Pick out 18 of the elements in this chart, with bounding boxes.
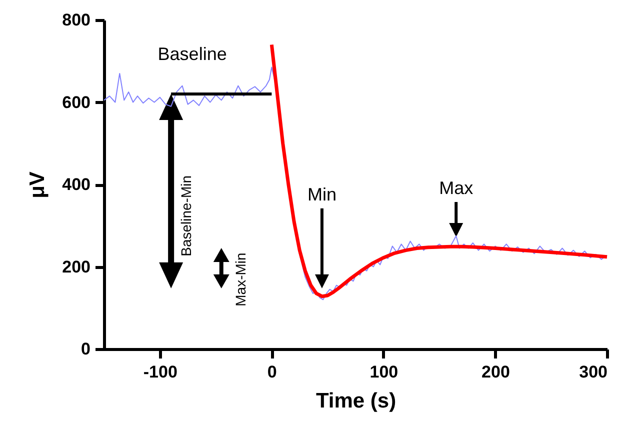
y-tick-label: 400 (62, 175, 90, 194)
y-tick-label: 200 (62, 257, 90, 276)
y-tick-label: 600 (62, 92, 90, 112)
line-series (270, 42, 609, 298)
x-axis-title: Time (s) (316, 390, 396, 412)
y-axis-title: μV (26, 172, 50, 198)
annotation: Min (307, 184, 336, 204)
annotation: Baseline-Min (178, 175, 194, 256)
x-tick-label: 100 (370, 362, 398, 382)
x-tick-label: 200 (482, 362, 510, 382)
x-tick-label: 0 (267, 362, 277, 382)
annotation: Max-Min (232, 252, 248, 306)
annotation: Max (439, 178, 474, 198)
y-tick-label: 0 (81, 340, 90, 358)
x-tick-label: -100 (143, 362, 178, 382)
x-tick-label: 300 (579, 362, 608, 382)
annotation: Baseline (158, 44, 227, 64)
y-tick-label: 800 (62, 10, 90, 30)
